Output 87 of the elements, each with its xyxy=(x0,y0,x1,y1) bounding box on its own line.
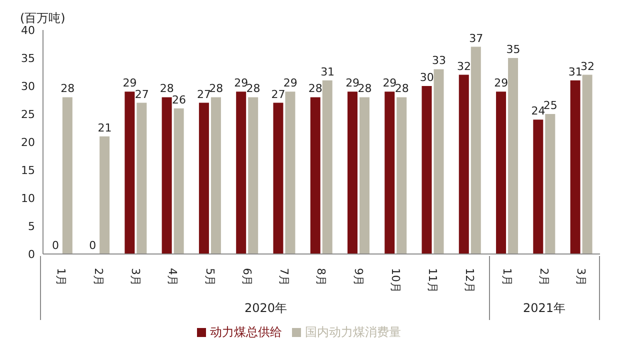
data-label: 37 xyxy=(469,32,484,45)
x-tick-label: 11月 xyxy=(426,268,440,293)
data-label: 32 xyxy=(580,60,595,73)
bar xyxy=(322,80,332,254)
bar xyxy=(248,97,258,254)
bar xyxy=(236,92,246,254)
data-label: 29 xyxy=(234,76,248,90)
data-label: 28 xyxy=(246,82,260,96)
data-label: 31 xyxy=(568,65,582,78)
data-label: 29 xyxy=(346,76,360,90)
x-tick-label: 3月 xyxy=(128,268,142,286)
y-tick-label: 15 xyxy=(21,164,35,177)
bar xyxy=(174,108,184,254)
data-label: 31 xyxy=(320,65,335,78)
data-label: 27 xyxy=(134,88,149,101)
data-label: 24 xyxy=(531,104,546,118)
x-tick-label: 2月 xyxy=(537,268,550,286)
data-label: 28 xyxy=(358,82,372,96)
y-tick-label: 25 xyxy=(21,108,35,121)
bar xyxy=(458,74,469,254)
bar xyxy=(582,74,592,254)
text: 2020年 xyxy=(244,300,288,317)
data-label: 28 xyxy=(308,82,322,96)
y-tick-label: 10 xyxy=(21,192,35,205)
y-tick-label: 30 xyxy=(21,80,35,93)
x-tick-label: 7月 xyxy=(278,268,291,286)
bar xyxy=(508,58,518,254)
bar xyxy=(310,97,320,254)
bar xyxy=(100,136,110,254)
x-tick-label: 1月 xyxy=(54,268,68,286)
data-label: 29 xyxy=(283,76,298,90)
bar xyxy=(285,92,296,254)
data-label: 27 xyxy=(197,88,212,101)
x-tick-label: 4月 xyxy=(166,268,180,286)
bar xyxy=(62,97,72,254)
data-label: 28 xyxy=(60,82,75,96)
legend-label: 国内动力煤消费量 xyxy=(305,325,401,339)
x-tick-label: 1月 xyxy=(500,268,514,286)
data-label: 35 xyxy=(506,43,520,56)
y-tick-label: 40 xyxy=(21,24,35,37)
y-axis-title: (百万吨) xyxy=(20,10,66,26)
bar xyxy=(533,120,544,254)
bar xyxy=(124,92,135,254)
y-tick-label: 35 xyxy=(21,52,35,65)
bar xyxy=(198,102,209,254)
x-tick-label: 2月 xyxy=(92,268,105,286)
x-tick-label: 10月 xyxy=(388,268,402,293)
data-label: 28 xyxy=(394,82,409,96)
bar xyxy=(136,102,147,254)
bar xyxy=(422,86,432,254)
bar xyxy=(162,97,172,254)
text: 2021年 xyxy=(522,300,567,317)
data-label: 30 xyxy=(420,71,434,84)
data-label: 27 xyxy=(271,88,286,101)
bar xyxy=(434,69,444,254)
bar xyxy=(396,97,407,254)
x-tick-label: 9月 xyxy=(352,268,365,286)
bar xyxy=(496,92,506,254)
bar xyxy=(545,114,556,254)
bar xyxy=(570,80,580,254)
bar xyxy=(347,92,358,254)
y-tick-label: 20 xyxy=(21,136,35,149)
x-tick-label: 6月 xyxy=(240,268,254,286)
x-tick-label: 12月 xyxy=(463,268,476,293)
x-tick-label: 3月 xyxy=(574,268,588,286)
data-label: 21 xyxy=(98,121,112,134)
data-label: 29 xyxy=(122,76,137,90)
legend-label: 动力煤总供给 xyxy=(210,325,282,339)
data-label: 28 xyxy=(160,82,174,96)
data-label: 28 xyxy=(209,82,224,96)
data-label: 29 xyxy=(382,76,397,90)
y-tick-label: 5 xyxy=(28,220,35,233)
bar xyxy=(384,92,395,254)
data-label: 33 xyxy=(432,54,446,68)
bar xyxy=(470,46,481,254)
bar xyxy=(359,97,370,254)
data-label: 25 xyxy=(543,99,558,112)
bar xyxy=(273,102,284,254)
bar xyxy=(210,97,221,254)
data-label: 26 xyxy=(172,93,186,106)
data-label: 32 xyxy=(456,60,471,73)
data-label: 0 xyxy=(89,239,96,252)
x-tick-label: 5月 xyxy=(203,268,216,286)
data-label: 0 xyxy=(52,239,59,252)
data-label: 29 xyxy=(494,76,508,90)
y-tick-label: 0 xyxy=(28,248,35,261)
x-tick-label: 8月 xyxy=(314,268,328,286)
